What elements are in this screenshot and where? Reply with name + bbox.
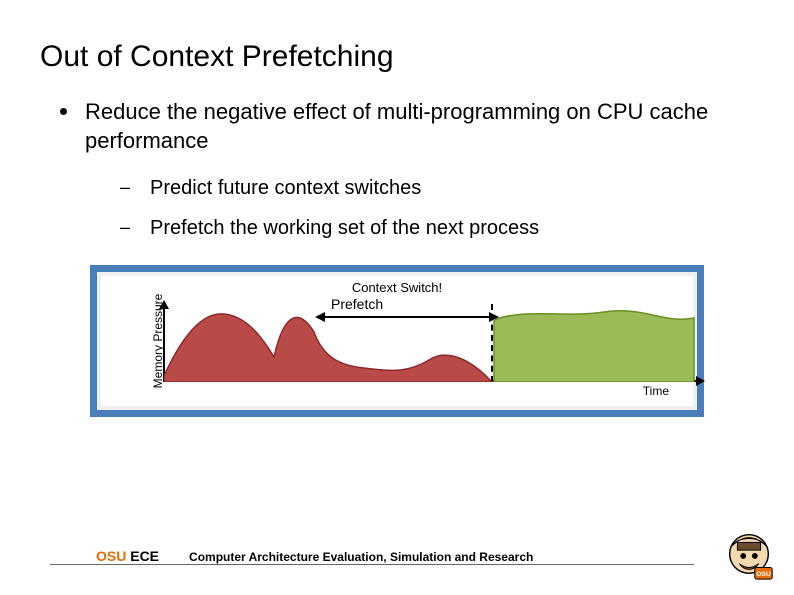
sub-bullet: – Prefetch the working set of the next p… [120, 215, 754, 241]
chart-frame: Context Switch! Prefetch Memory Pressure… [90, 265, 704, 417]
sub-bullet-text: Predict future context switches [150, 175, 421, 201]
footer-ece: ECE [126, 548, 159, 564]
bullet-dot-icon [60, 108, 67, 115]
main-bullet: Reduce the negative effect of multi-prog… [60, 98, 754, 155]
mascot-icon: OSU [720, 525, 778, 583]
sub-bullet-text: Prefetch the working set of the next pro… [150, 215, 539, 241]
slide-container: Out of Context Prefetching Reduce the ne… [0, 0, 794, 595]
chart-area: Context Switch! Prefetch Memory Pressure… [101, 276, 693, 406]
footer: OSU ECE Computer Architecture Evaluation… [0, 554, 794, 565]
series-a-area [164, 314, 492, 382]
sub-bullet: – Predict future context switches [120, 175, 754, 201]
dash-icon: – [120, 215, 130, 240]
chart-svg [164, 302, 704, 382]
slide-title: Out of Context Prefetching [40, 40, 754, 74]
footer-divider [50, 564, 694, 565]
footer-subtitle: Computer Architecture Evaluation, Simula… [189, 550, 533, 564]
series-b-area [494, 311, 694, 382]
footer-content: OSU ECE Computer Architecture Evaluation… [40, 544, 754, 564]
x-axis-label: Time [643, 384, 669, 398]
dash-icon: – [120, 175, 130, 200]
footer-logo-text: OSU ECE [90, 548, 165, 564]
svg-text:OSU: OSU [756, 571, 771, 578]
footer-osu: OSU [96, 548, 126, 564]
context-switch-label: Context Switch! [101, 280, 693, 295]
main-bullet-text: Reduce the negative effect of multi-prog… [85, 98, 754, 155]
